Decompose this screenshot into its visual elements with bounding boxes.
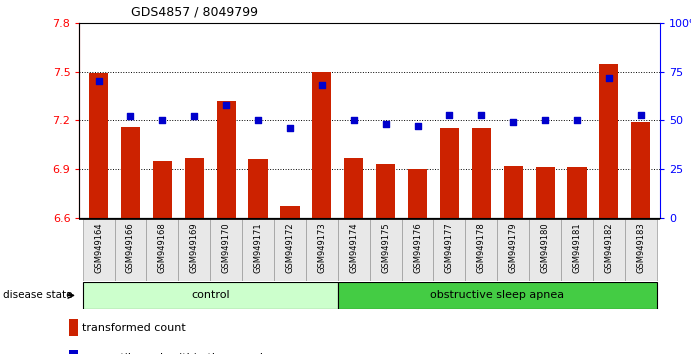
Point — [476, 112, 487, 118]
Text: GSM949178: GSM949178 — [477, 223, 486, 273]
Point — [220, 102, 231, 108]
Bar — [498, 219, 529, 281]
Point — [635, 112, 646, 118]
Text: GSM949169: GSM949169 — [190, 223, 199, 273]
Text: GSM949170: GSM949170 — [222, 223, 231, 273]
Bar — [216, 101, 236, 218]
Text: GSM949175: GSM949175 — [381, 223, 390, 273]
Bar — [401, 219, 433, 281]
Bar — [184, 158, 204, 218]
Bar — [440, 129, 459, 218]
Bar — [529, 219, 561, 281]
Bar — [306, 219, 338, 281]
Bar — [210, 219, 242, 281]
Text: GSM949183: GSM949183 — [636, 223, 645, 273]
Point — [571, 118, 583, 123]
Bar — [178, 219, 210, 281]
Point — [348, 118, 359, 123]
Bar — [115, 219, 146, 281]
Bar — [274, 219, 306, 281]
Point — [444, 112, 455, 118]
Bar — [249, 159, 267, 218]
Text: GDS4857 / 8049799: GDS4857 / 8049799 — [131, 5, 258, 18]
Point — [540, 118, 551, 123]
Point — [603, 75, 614, 80]
Bar — [281, 206, 299, 218]
Bar — [69, 319, 78, 336]
Text: disease state: disease state — [3, 290, 73, 301]
Bar — [504, 166, 523, 218]
Bar — [599, 64, 618, 218]
Bar — [561, 219, 593, 281]
Bar — [338, 219, 370, 281]
Point — [252, 118, 263, 123]
Bar — [433, 219, 465, 281]
Bar — [465, 219, 498, 281]
Text: percentile rank within the sample: percentile rank within the sample — [82, 353, 270, 354]
Point — [93, 79, 104, 84]
Bar — [631, 122, 650, 218]
Bar — [338, 282, 656, 309]
Bar — [83, 282, 338, 309]
Text: transformed count: transformed count — [82, 323, 186, 333]
Text: control: control — [191, 290, 229, 301]
Text: GSM949168: GSM949168 — [158, 223, 167, 273]
Point — [380, 121, 391, 127]
Bar — [89, 73, 108, 218]
Point — [508, 119, 519, 125]
Bar — [408, 169, 427, 218]
Point — [285, 125, 296, 131]
Text: GSM949176: GSM949176 — [413, 223, 422, 273]
Point — [316, 82, 328, 88]
Bar — [567, 167, 587, 218]
Bar — [242, 219, 274, 281]
Text: GSM949174: GSM949174 — [349, 223, 358, 273]
Point — [189, 114, 200, 119]
Bar — [376, 164, 395, 218]
Text: GSM949180: GSM949180 — [540, 223, 549, 273]
Bar — [625, 219, 656, 281]
Text: GSM949173: GSM949173 — [317, 223, 326, 273]
Point — [157, 118, 168, 123]
Bar — [593, 219, 625, 281]
Bar — [344, 158, 363, 218]
Bar — [536, 167, 555, 218]
Text: GSM949179: GSM949179 — [509, 223, 518, 273]
Bar — [153, 161, 172, 218]
Point — [125, 114, 136, 119]
Bar — [121, 127, 140, 218]
Bar — [83, 219, 115, 281]
Text: obstructive sleep apnea: obstructive sleep apnea — [430, 290, 565, 301]
Point — [412, 124, 423, 129]
Bar — [370, 219, 401, 281]
Bar — [146, 219, 178, 281]
Text: GSM949181: GSM949181 — [572, 223, 582, 273]
Text: GSM949177: GSM949177 — [445, 223, 454, 273]
Text: GSM949171: GSM949171 — [254, 223, 263, 273]
Bar — [472, 129, 491, 218]
Text: GSM949166: GSM949166 — [126, 223, 135, 273]
Bar — [69, 349, 78, 354]
Text: GSM949182: GSM949182 — [605, 223, 614, 273]
Text: GSM949164: GSM949164 — [94, 223, 103, 273]
Text: GSM949172: GSM949172 — [285, 223, 294, 273]
Bar — [312, 72, 332, 218]
